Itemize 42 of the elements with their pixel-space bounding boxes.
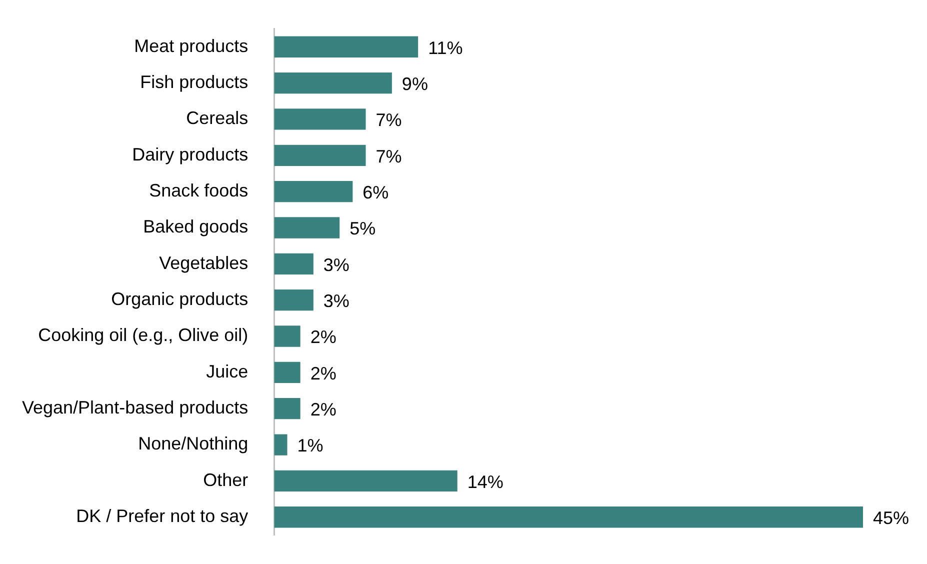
bar: [274, 36, 418, 58]
data-label: 2%: [310, 363, 336, 384]
bar: [274, 362, 300, 384]
data-label: 2%: [310, 327, 336, 348]
y-tick-label: Other: [203, 470, 248, 490]
bar: [274, 290, 314, 311]
y-tick-label: Organic products: [111, 289, 248, 310]
y-tick-label: Vegan/Plant-based products: [22, 398, 248, 418]
bar: [274, 506, 863, 528]
data-label: 14%: [467, 472, 504, 492]
y-tick-label: Cereals: [186, 108, 248, 128]
data-label: 7%: [376, 146, 402, 166]
bar: [274, 434, 288, 456]
y-tick-label: Meat products: [134, 36, 248, 56]
y-tick-label: Fish products: [140, 72, 248, 92]
y-tick-label: Vegetables: [159, 252, 248, 273]
data-label: 11%: [428, 38, 463, 58]
data-label: 1%: [297, 436, 324, 456]
bar: [274, 108, 366, 130]
data-label: 3%: [323, 254, 350, 275]
y-tick-label: None/Nothing: [138, 434, 248, 454]
y-tick-label: Snack foods: [149, 180, 248, 201]
y-tick-label: Cooking oil (e.g., Olive oil): [38, 325, 248, 346]
bar: [274, 326, 300, 347]
data-label: 5%: [350, 218, 376, 239]
bar: [274, 217, 340, 238]
bar: [274, 470, 458, 492]
data-label: 6%: [362, 182, 389, 203]
bar: [274, 398, 300, 420]
y-tick-label: DK / Prefer not to say: [76, 506, 248, 526]
data-label: 45%: [873, 508, 910, 528]
bar: [274, 144, 366, 166]
y-tick-label: Dairy products: [132, 144, 248, 164]
bar: [274, 180, 353, 202]
data-label: 3%: [323, 291, 350, 312]
data-label: 9%: [402, 74, 428, 94]
data-label: 2%: [310, 400, 336, 420]
y-tick-label: Juice: [206, 361, 248, 382]
bar: [274, 72, 392, 94]
bar: [274, 253, 314, 274]
data-label: 7%: [376, 110, 402, 130]
y-tick-label: Baked goods: [143, 216, 248, 237]
